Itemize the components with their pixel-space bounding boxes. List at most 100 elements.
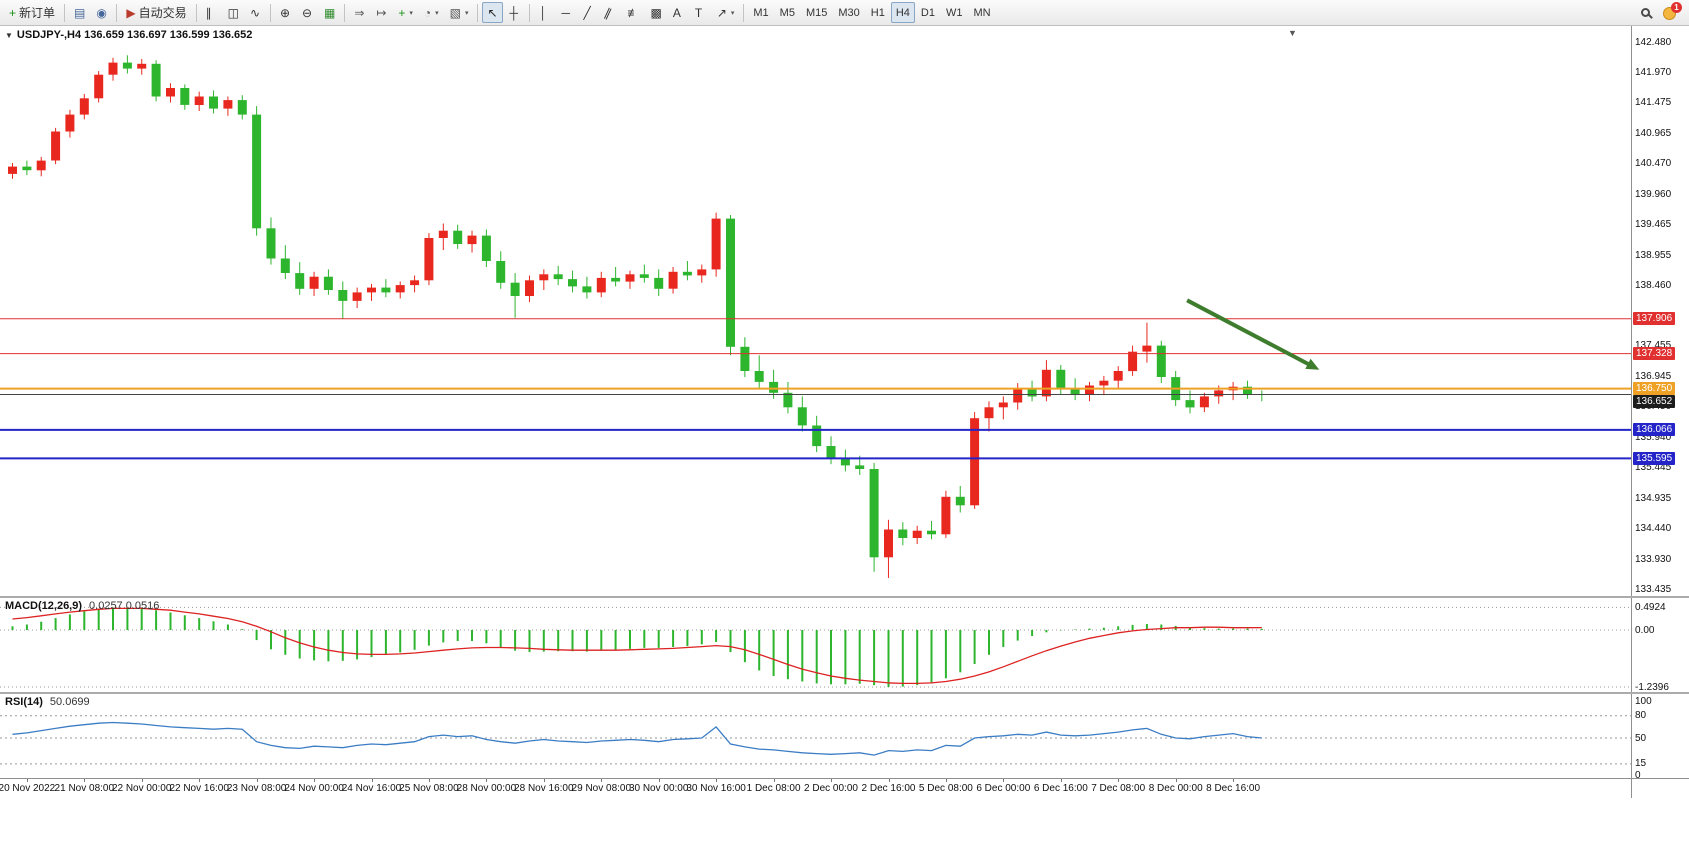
price-tick-label: 142.480 xyxy=(1635,36,1672,48)
main-chart-plot[interactable]: ▼ USDJPY-,H4 136.659 136.697 136.599 136… xyxy=(0,26,1631,596)
text-label-button[interactable]: T xyxy=(690,2,711,23)
notifications-button[interactable]: 1 xyxy=(1658,2,1685,23)
timeframe-m30-button[interactable]: M30 xyxy=(833,2,864,23)
chart-shift-marker-icon[interactable]: ▼ xyxy=(1288,28,1297,38)
vertical-line-button[interactable]: │ xyxy=(534,2,555,23)
time-tick xyxy=(716,779,718,782)
timeframe-m1-button[interactable]: M1 xyxy=(748,2,773,23)
chart-shift-button[interactable]: ↦ xyxy=(371,2,392,23)
indicators-button[interactable]: + ▾ xyxy=(393,2,418,23)
rsi-plot[interactable]: RSI(14) 50.0699 xyxy=(0,694,1631,778)
periods-button[interactable]: ◔ ▾ xyxy=(419,2,444,23)
pane-divider[interactable] xyxy=(0,596,1689,598)
text-button[interactable]: A xyxy=(668,2,689,23)
timeframe-d1-button[interactable]: D1 xyxy=(916,2,940,23)
search-button[interactable] xyxy=(1636,2,1657,23)
price-axis[interactable]: 142.480 141.970 141.475 140.965 140.470 139.9… xyxy=(1631,26,1689,596)
cursor-button[interactable]: ↖ xyxy=(482,2,504,23)
candle-body xyxy=(166,88,175,97)
time-tick xyxy=(428,779,430,782)
candle-body xyxy=(740,346,750,371)
macd-axis[interactable]: 0.4924 0.00 -1.2396 xyxy=(1631,598,1689,692)
candle-body xyxy=(1085,385,1094,394)
candle-body xyxy=(22,166,32,171)
arrows-button[interactable]: ↗ ▾ xyxy=(712,2,740,23)
horizontal-line-button[interactable]: ─ xyxy=(556,2,577,23)
templates-button[interactable]: ▧ ▾ xyxy=(445,2,474,23)
new-order-button[interactable]: + 新订单 xyxy=(4,2,60,23)
rsi-axis[interactable]: 100 80 50 15 0 xyxy=(1631,694,1689,778)
candle-body xyxy=(79,98,89,115)
zoom-out-button[interactable]: ⊖ xyxy=(297,2,318,23)
candle-body xyxy=(840,458,850,466)
macd-plot[interactable]: MACD(12,26,9) 0.0257 0.0516 xyxy=(0,598,1631,692)
pane-divider[interactable] xyxy=(0,692,1689,694)
auto-scroll-button[interactable]: ⇒ xyxy=(349,2,370,23)
timeframe-mn-label: MN xyxy=(973,6,991,19)
timeframe-h1-button[interactable]: H1 xyxy=(866,2,890,23)
time-tick xyxy=(1060,779,1062,782)
candle-body xyxy=(1027,388,1037,397)
zoom-in-icon: ⊕ xyxy=(279,5,291,20)
candle-body xyxy=(381,287,391,293)
candle-body xyxy=(108,62,118,75)
bar-chart-type-button[interactable]: ∥ xyxy=(201,2,222,23)
candle-body xyxy=(1113,371,1123,381)
time-tick-label: 23 Nov 08:00 xyxy=(226,783,287,794)
timeframe-h4-button[interactable]: H4 xyxy=(890,2,915,23)
tile-windows-icon: ▦ xyxy=(323,5,336,20)
toolbar-separator xyxy=(477,3,479,22)
candle-body xyxy=(582,286,592,293)
candle-body xyxy=(596,277,606,293)
chart-menu-caret-icon[interactable]: ▼ xyxy=(5,30,13,40)
time-tick-label: 20 Nov 2022 xyxy=(0,783,56,794)
timeframe-mn-button[interactable]: MN xyxy=(968,2,995,23)
time-tick xyxy=(486,779,488,782)
crosshair-button[interactable]: ┼ xyxy=(504,2,525,23)
candlestick-type-button[interactable]: ◫ xyxy=(223,2,244,23)
candle-body xyxy=(467,235,477,245)
symbol-ohlc-label: ▼ USDJPY-,H4 136.659 136.697 136.599 136… xyxy=(5,29,252,41)
bar-chart-type-icon: ∥ xyxy=(205,5,212,20)
candle-body xyxy=(395,285,405,293)
auto-trading-icon: ▶ xyxy=(126,5,136,20)
fibonacci-button[interactable]: ≢ xyxy=(622,2,644,23)
time-tick-label: 24 Nov 00:00 xyxy=(284,783,344,794)
time-tick xyxy=(1175,779,1177,782)
timeframe-w1-button[interactable]: W1 xyxy=(941,2,968,23)
channel-button[interactable]: ∥ xyxy=(600,2,621,23)
candle-body xyxy=(410,280,420,286)
rsi-tick-label: 80 xyxy=(1635,710,1647,722)
toolbar-separator xyxy=(344,3,346,22)
rsi-tick-label: 15 xyxy=(1635,758,1647,770)
community-button[interactable]: ◉ xyxy=(91,2,112,23)
zoom-in-button[interactable]: ⊕ xyxy=(275,2,296,23)
time-tick-label: 8 Dec 00:00 xyxy=(1148,783,1203,794)
timeframe-m15-button[interactable]: M15 xyxy=(801,2,832,23)
candle-body xyxy=(998,402,1008,408)
price-level-label: 135.595 xyxy=(1633,451,1676,465)
auto-trading-button[interactable]: ▶ 自动交易 xyxy=(121,2,191,23)
time-tick xyxy=(371,779,373,782)
trendline-button[interactable]: ╱ xyxy=(578,2,599,23)
market-depth-button[interactable]: ▤ xyxy=(69,2,90,23)
candle-body xyxy=(711,218,721,270)
tile-windows-button[interactable]: ▦ xyxy=(319,2,340,23)
candle-body xyxy=(625,274,635,282)
trend-arrow-annotation[interactable] xyxy=(1186,298,1320,370)
new-order-icon: + xyxy=(9,5,17,20)
zoom-out-icon: ⊖ xyxy=(301,5,313,20)
candle-body xyxy=(309,276,319,289)
candle-body xyxy=(1070,388,1080,394)
line-chart-type-button[interactable]: ∿ xyxy=(245,2,266,23)
crosshair-icon: ┼ xyxy=(509,5,518,20)
shapes-button[interactable]: ▩ xyxy=(645,2,666,23)
candle-body xyxy=(209,96,218,109)
time-axis[interactable]: 20 Nov 2022 21 Nov 08:00 22 Nov 00:00 22 No… xyxy=(0,779,1631,798)
candle-body xyxy=(352,292,362,301)
timeframe-m5-button[interactable]: M5 xyxy=(775,2,800,23)
time-tick-label: 1 Dec 08:00 xyxy=(746,783,801,794)
candle-body xyxy=(970,418,980,506)
candle-body xyxy=(194,96,204,105)
